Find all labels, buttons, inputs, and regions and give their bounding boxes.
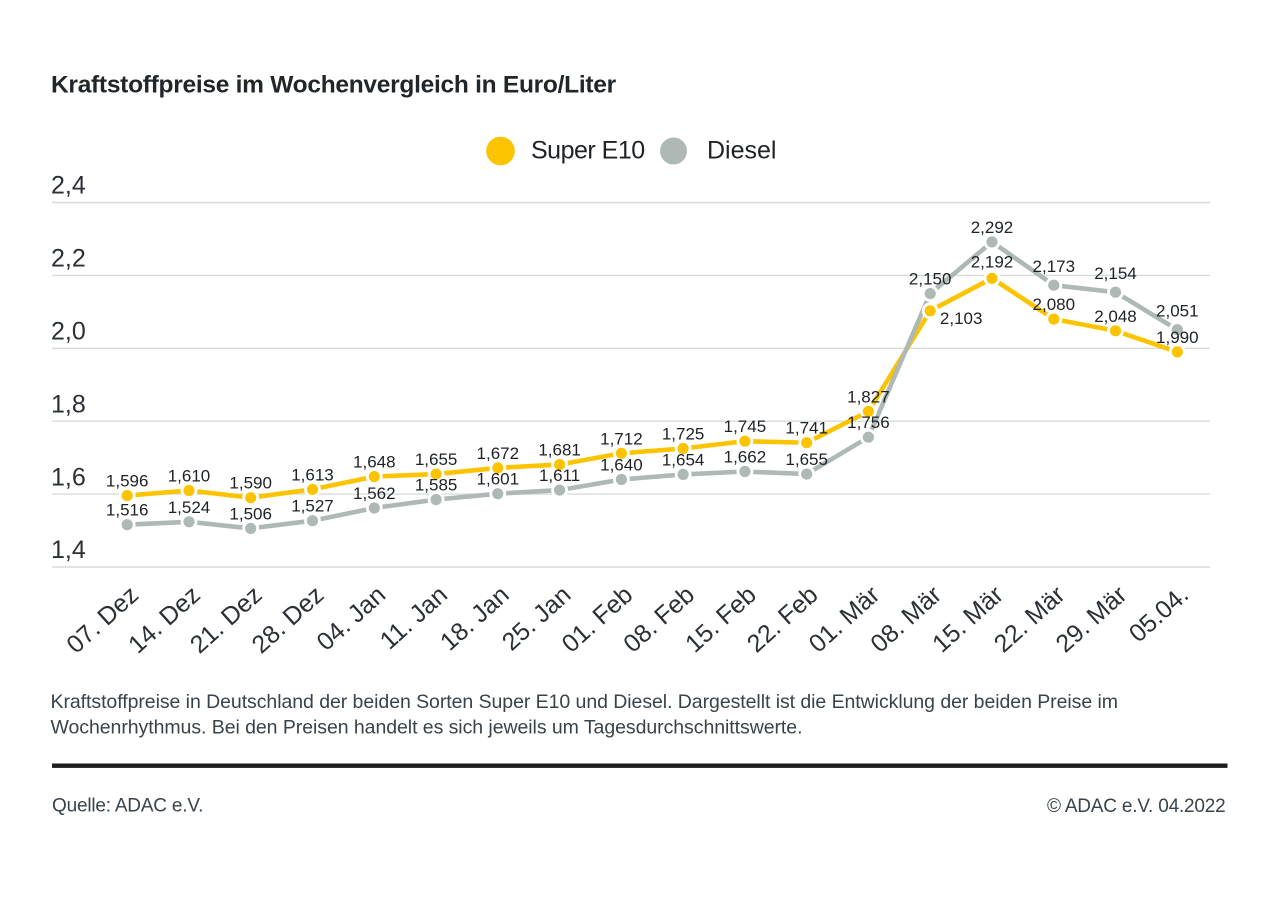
svg-text:1,662: 1,662: [724, 448, 767, 467]
svg-text:Kraftstoffpreise im Wochenverg: Kraftstoffpreise im Wochenvergleich in E…: [51, 72, 617, 99]
svg-text:1,610: 1,610: [168, 467, 211, 486]
svg-text:1,655: 1,655: [415, 450, 458, 469]
svg-text:2,048: 2,048: [1094, 307, 1137, 326]
svg-text:Wochenrhythmus. Bei den Preise: Wochenrhythmus. Bei den Preisen handelt …: [51, 717, 803, 739]
svg-text:1,516: 1,516: [106, 501, 149, 520]
svg-text:Quelle: ADAC e.V.: Quelle: ADAC e.V.: [52, 796, 203, 817]
svg-text:2,292: 2,292: [971, 218, 1014, 237]
svg-text:1,741: 1,741: [785, 419, 828, 438]
svg-text:2,0: 2,0: [51, 318, 86, 346]
svg-text:2,080: 2,080: [1033, 295, 1076, 314]
svg-text:2,150: 2,150: [909, 270, 952, 289]
svg-text:2,2: 2,2: [51, 245, 86, 273]
svg-text:1,681: 1,681: [538, 441, 581, 460]
svg-text:2,173: 2,173: [1033, 257, 1076, 276]
svg-text:1,527: 1,527: [291, 497, 334, 516]
svg-text:1,640: 1,640: [600, 456, 643, 475]
svg-text:1,745: 1,745: [724, 417, 767, 436]
svg-text:1,712: 1,712: [600, 429, 643, 448]
svg-text:Super E10: Super E10: [531, 137, 645, 165]
svg-text:1,524: 1,524: [168, 498, 211, 517]
svg-text:2,154: 2,154: [1094, 264, 1137, 283]
svg-text:1,672: 1,672: [477, 444, 520, 463]
svg-text:1,562: 1,562: [353, 484, 396, 503]
svg-text:© ADAC e.V. 04.2022: © ADAC e.V. 04.2022: [1047, 796, 1226, 817]
svg-text:1,611: 1,611: [539, 466, 580, 485]
svg-text:1,596: 1,596: [106, 472, 149, 491]
svg-text:1,655: 1,655: [785, 450, 828, 469]
svg-text:1,654: 1,654: [662, 450, 705, 469]
svg-text:2,192: 2,192: [971, 252, 1014, 271]
svg-text:1,506: 1,506: [229, 504, 272, 523]
svg-text:1,4: 1,4: [51, 536, 86, 564]
svg-text:1,6: 1,6: [51, 463, 86, 491]
svg-text:1,725: 1,725: [662, 425, 705, 444]
svg-text:1,990: 1,990: [1156, 328, 1199, 347]
svg-text:2,103: 2,103: [940, 309, 983, 328]
svg-text:Diesel: Diesel: [707, 137, 776, 165]
svg-text:1,648: 1,648: [353, 453, 396, 472]
svg-text:1,601: 1,601: [477, 470, 520, 489]
svg-text:1,827: 1,827: [847, 387, 890, 406]
svg-text:1,613: 1,613: [291, 465, 334, 484]
svg-text:1,8: 1,8: [51, 390, 86, 418]
svg-text:2,051: 2,051: [1156, 302, 1199, 321]
svg-text:1,590: 1,590: [229, 474, 272, 493]
svg-text:2,4: 2,4: [51, 172, 86, 200]
svg-text:Kraftstoffpreise in Deutschlan: Kraftstoffpreise in Deutschland der beid…: [51, 691, 1118, 713]
svg-text:1,756: 1,756: [847, 413, 890, 432]
svg-text:1,585: 1,585: [415, 476, 458, 495]
